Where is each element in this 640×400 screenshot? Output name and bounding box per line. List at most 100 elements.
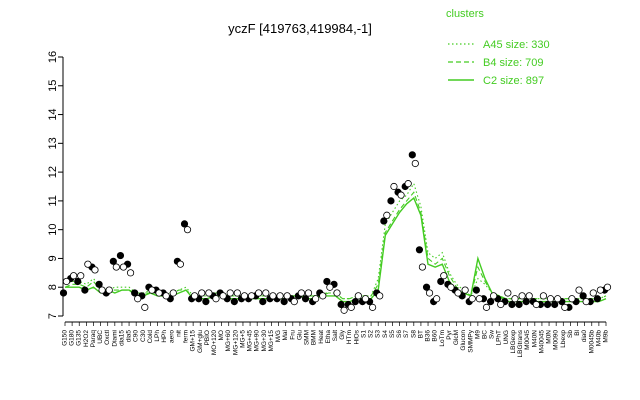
data-point-open <box>404 180 412 188</box>
x-tick-label: PBIO <box>204 330 211 346</box>
data-point-open <box>539 292 548 300</box>
data-point-open <box>518 292 526 300</box>
x-tick-label: HiOs <box>353 329 360 344</box>
data-point-filled <box>131 289 139 297</box>
x-tick-label: B60 <box>432 330 439 342</box>
x-tick-label: MG+120 <box>232 330 239 355</box>
data-point-filled <box>487 298 495 306</box>
data-point-open <box>497 300 505 309</box>
y-tick-label: 11 <box>47 195 59 206</box>
data-point-open <box>440 272 448 280</box>
data-point-open <box>511 295 519 303</box>
y-tick-label: 12 <box>47 166 59 178</box>
data-point-open <box>582 298 590 306</box>
x-tick-label: MG+45 <box>247 330 254 352</box>
y-tick-label: 15 <box>47 80 59 92</box>
data-point-open <box>183 226 192 234</box>
data-point-filled <box>380 217 388 225</box>
data-point-open <box>276 292 284 300</box>
data-point-open <box>603 283 612 291</box>
x-tick-label: Glu <box>296 330 303 341</box>
data-point-filled <box>109 257 117 265</box>
data-point-filled <box>508 300 516 309</box>
data-point-open <box>447 283 455 291</box>
data-point-filled <box>437 277 445 286</box>
data-point-open <box>290 298 298 306</box>
x-tick-label: MG+90 <box>254 330 261 352</box>
x-tick-label: ferm <box>183 330 190 343</box>
x-tick-label: S2 <box>368 330 375 338</box>
x-tick-label: HPh <box>161 330 168 343</box>
data-point-open <box>269 292 277 300</box>
data-point-open <box>376 292 384 300</box>
data-point-open <box>468 295 476 303</box>
x-tick-label: MG+5 <box>239 330 246 348</box>
data-point-open <box>532 300 540 309</box>
data-point-open <box>91 266 99 274</box>
data-point-open <box>126 269 135 277</box>
x-tick-label: BC <box>481 330 488 339</box>
data-point-filled <box>230 298 238 306</box>
x-tick-label: G180 <box>69 330 76 346</box>
x-tick-label: LoTm <box>439 330 446 347</box>
data-point-open <box>212 295 220 303</box>
legend-label: A45 size: 330 <box>483 39 550 51</box>
data-point-filled <box>593 295 601 303</box>
x-tick-label: HTm <box>346 330 353 344</box>
data-point-open <box>347 303 355 311</box>
data-point-filled <box>422 283 431 291</box>
x-tick-label: Cold <box>147 330 154 344</box>
data-point-open <box>333 289 341 297</box>
x-tick-label: GlcM <box>453 330 460 345</box>
x-tick-label: dia0 <box>581 330 588 343</box>
data-point-open <box>297 289 306 297</box>
x-tick-label: LBGtrans <box>517 329 524 357</box>
x-tick-label: Paraq <box>90 330 97 348</box>
chart-title: yczF [419763,419984,-1] <box>228 21 372 36</box>
x-tick-label: M40b <box>595 330 602 347</box>
data-point-open <box>482 303 491 311</box>
data-point-open <box>255 289 263 297</box>
x-tick-label: MG+15 <box>268 330 275 352</box>
data-point-open <box>198 289 206 297</box>
data-point-open <box>589 289 597 297</box>
x-tick-label: dia15 <box>118 330 125 346</box>
data-point-open <box>411 159 419 168</box>
data-point-filled <box>301 295 310 303</box>
x-tick-label: Diami <box>111 330 118 347</box>
x-tick-label: BT <box>417 330 424 338</box>
data-point-open <box>191 292 199 300</box>
data-point-filled <box>59 289 68 297</box>
data-point-open <box>596 286 604 294</box>
x-tick-label: UBC <box>97 330 104 344</box>
data-point-filled <box>259 298 267 306</box>
data-point-filled <box>202 298 210 306</box>
data-point-open <box>219 292 227 300</box>
data-point-open <box>383 211 391 219</box>
data-point-open <box>77 272 85 280</box>
data-point-open <box>504 289 512 297</box>
data-point-open <box>354 292 362 300</box>
y-tick-label: 16 <box>47 51 59 63</box>
data-point-open <box>62 277 71 286</box>
y-tick-label: 8 <box>47 284 59 290</box>
data-point-filled <box>522 298 530 306</box>
data-point-open <box>475 295 483 303</box>
x-tick-label: Oxctl <box>104 329 111 344</box>
x-tick-label: G150 <box>62 330 69 346</box>
data-point-open <box>141 303 149 311</box>
x-tick-label: Glucon <box>460 330 467 351</box>
x-tick-label: dia5 <box>126 330 133 343</box>
x-tick-label: M9 <box>474 330 481 339</box>
data-point-open <box>454 289 462 297</box>
data-point-filled <box>116 251 125 260</box>
x-tick-label: LBGexp <box>510 330 517 354</box>
x-tick-label: G135 <box>76 330 83 346</box>
x-tick-label: S6 <box>396 330 403 338</box>
data-point-filled <box>472 286 480 294</box>
x-tick-label: S5 <box>389 330 396 338</box>
data-point-open <box>433 295 441 303</box>
y-tick-label: 9 <box>47 255 59 261</box>
data-point-open <box>98 286 106 294</box>
data-point-open <box>461 286 469 294</box>
